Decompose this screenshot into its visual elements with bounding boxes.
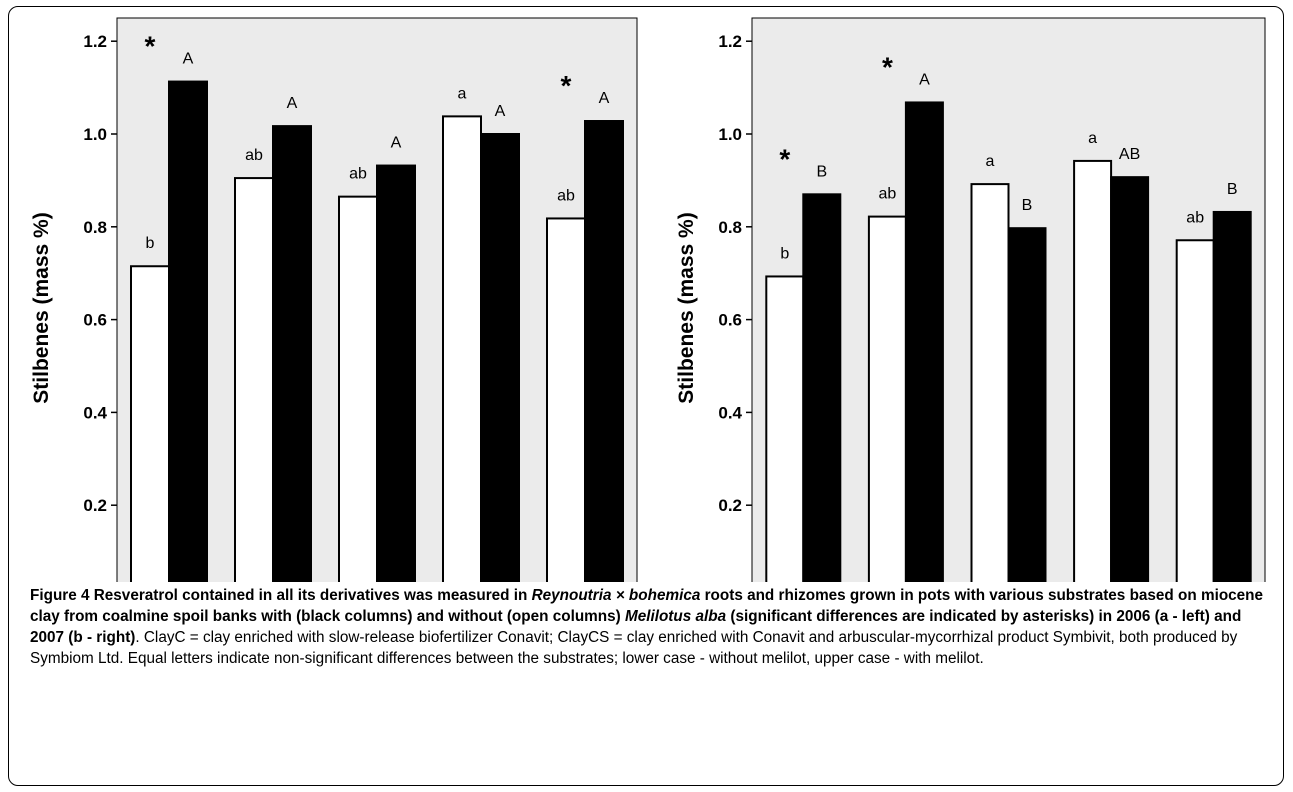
significance-asterisk: *: [882, 51, 893, 82]
significance-letter-lower: ab: [245, 147, 263, 164]
y-tick-label: 0.8: [718, 218, 742, 237]
significance-letter-upper: A: [599, 90, 610, 107]
significance-letter-upper: B: [816, 163, 827, 180]
y-tick-label: 1.0: [718, 125, 742, 144]
significance-letter-upper: A: [287, 95, 298, 112]
bar-with-melilot: [376, 164, 416, 582]
bar-without-melilot: [442, 115, 482, 582]
significance-asterisk: *: [779, 143, 790, 174]
significance-letter-upper: B: [1227, 181, 1238, 198]
caption-title-part: (significant differences are indicated b…: [30, 608, 1242, 646]
caption-label: Figure 4: [30, 587, 90, 604]
significance-asterisk: *: [145, 31, 156, 62]
significance-letter-lower: ab: [349, 166, 367, 183]
figure-frame: [8, 6, 1284, 786]
significance-letter-lower: b: [146, 235, 155, 252]
bar-without-melilot: [765, 275, 805, 582]
bar-without-melilot: [1073, 159, 1113, 582]
bar-with-melilot: [904, 101, 944, 582]
significance-letter-upper: AB: [1119, 146, 1140, 163]
significance-letter-lower: a: [458, 85, 467, 102]
significance-letter-lower: b: [780, 245, 789, 262]
bar-with-melilot: [802, 193, 842, 582]
significance-letter-lower: ab: [879, 186, 897, 203]
y-tick-label: 0.2: [718, 496, 742, 515]
bar-with-melilot: [1007, 227, 1047, 582]
y-axis-label: Stilbenes (mass %): [30, 212, 53, 403]
y-tick-label: 0.4: [83, 403, 107, 422]
bar-with-melilot: [272, 125, 312, 582]
significance-letter-lower: ab: [1186, 209, 1204, 226]
bar-without-melilot: [338, 195, 378, 582]
y-tick-label: 0.2: [83, 496, 107, 515]
significance-letter-upper: A: [183, 51, 194, 68]
significance-letter-upper: B: [1022, 197, 1033, 214]
bar-with-melilot: [1110, 176, 1150, 582]
y-tick-label: 0.6: [83, 311, 107, 330]
figure-caption: Figure 4 Resveratrol contained in all it…: [30, 585, 1270, 669]
y-tick-label: 1.2: [718, 32, 742, 51]
caption-species: Reynoutria × bohemica: [531, 587, 701, 604]
bar-without-melilot: [234, 177, 274, 582]
bar-with-melilot: [584, 120, 624, 582]
bar-without-melilot: [1175, 239, 1215, 582]
significance-letter-lower: ab: [557, 187, 575, 204]
y-tick-label: 1.0: [83, 125, 107, 144]
significance-asterisk: *: [561, 70, 572, 101]
bar-with-melilot: [1212, 210, 1252, 582]
caption-title-part: Resveratrol contained in all its derivat…: [89, 587, 532, 604]
significance-letter-upper: A: [919, 71, 930, 88]
y-tick-label: 0.8: [83, 218, 107, 237]
bar-without-melilot: [546, 217, 586, 582]
caption-melilot: Melilotus alba: [624, 608, 727, 625]
bar-without-melilot: [867, 215, 907, 582]
caption-title-part: roots and rhizomes grown in pots with va…: [30, 587, 1264, 625]
bar-without-melilot: [970, 183, 1010, 582]
significance-letter-upper: A: [495, 103, 506, 120]
bar-with-melilot: [168, 80, 208, 582]
y-tick-label: 1.2: [83, 32, 107, 51]
significance-letter-lower: a: [986, 153, 995, 170]
caption-body: . ClayC = clay enriched with slow-releas…: [30, 629, 1238, 667]
y-axis-label: Stilbenes (mass %): [675, 212, 698, 403]
y-tick-label: 0.6: [718, 311, 742, 330]
y-tick-label: 0.4: [718, 403, 742, 422]
bar-with-melilot: [480, 133, 520, 582]
significance-letter-upper: A: [391, 135, 402, 152]
significance-letter-lower: a: [1088, 130, 1097, 147]
bar-without-melilot: [130, 265, 170, 582]
